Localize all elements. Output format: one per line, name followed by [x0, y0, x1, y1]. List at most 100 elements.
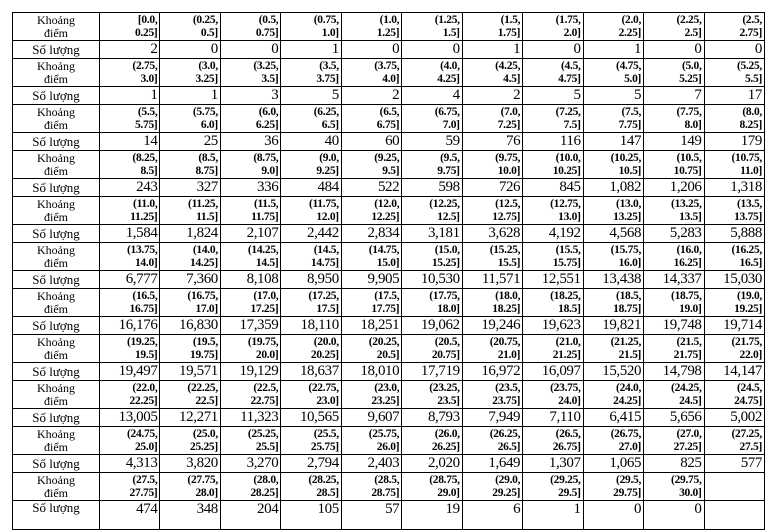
interval-cell: (29.5, 29.75] [582, 472, 645, 501]
count-cell: 1,065 [582, 454, 645, 473]
count-cell: 12,551 [522, 270, 584, 289]
count-cell: 6,777 [98, 270, 161, 289]
interval-cell: (23.25, 23.5] [401, 380, 463, 409]
count-cell: 18,110 [280, 316, 342, 335]
count-cell: 15,520 [582, 362, 645, 381]
count-cell: 12,271 [159, 408, 221, 427]
count-cell: 1,824 [159, 224, 221, 243]
interval-row: Khoảng điểm (8.25, 8.5] (8.5, 8.75] (8.75, … [12, 150, 766, 179]
interval-cell: (26.25, 26.5] [461, 426, 524, 455]
count-row: Số lượng 14 25 36 40 60 59 76 116 147 149 179 [12, 132, 766, 151]
count-cell: 16,972 [461, 362, 524, 381]
count-cell: 17 [703, 86, 766, 105]
count-cell: 522 [340, 178, 403, 197]
count-cell: 40 [280, 132, 342, 151]
interval-cell: (27.0, 27.25] [643, 426, 705, 455]
interval-cell: (12.25, 12.5] [401, 196, 463, 225]
count-cell: 4,192 [522, 224, 584, 243]
interval-row-label: Khoảng điểm [12, 12, 100, 41]
count-cell: 2,794 [280, 454, 342, 473]
interval-cell: (13.5, 13.75] [703, 196, 766, 225]
count-row-label: Số lượng [12, 408, 100, 427]
count-row: Số lượng 16,176 16,830 17,359 18,110 18,251 19… [12, 316, 766, 335]
interval-cell: (13.0, 13.25] [582, 196, 645, 225]
count-cell: 17,359 [219, 316, 282, 335]
interval-row-label: Khoảng điểm [12, 104, 100, 133]
count-row: Số lượng 13,005 12,271 11,323 10,565 9,607 8,7… [12, 408, 766, 427]
interval-cell: (21.25, 21.5] [582, 334, 645, 363]
interval-row: Khoảng điểm (22.0, 22.25] (22.25, 22.5] (22… [12, 380, 766, 409]
interval-cell: (13.75, 14.0] [98, 242, 161, 271]
count-cell: 5,656 [643, 408, 705, 427]
count-cell: 18,637 [280, 362, 342, 381]
interval-cell: (21.5, 21.75] [643, 334, 705, 363]
interval-cell: (5.0, 5.25] [643, 58, 705, 87]
interval-cell: (7.5, 7.75] [582, 104, 645, 133]
interval-cell: (23.5, 23.75] [461, 380, 524, 409]
interval-row-label: Khoảng điểm [12, 288, 100, 317]
interval-cell: (5.75, 6.0] [159, 104, 221, 133]
interval-cell: (28.75, 29.0] [401, 472, 463, 501]
count-cell: 204 [219, 500, 282, 530]
count-cell: 2,403 [340, 454, 403, 473]
interval-cell: (20.25, 20.5] [340, 334, 403, 363]
interval-row-label: Khoảng điểm [12, 334, 100, 363]
interval-cell [703, 472, 766, 501]
interval-cell: (11.25, 11.5] [159, 196, 221, 225]
count-cell: 19,062 [401, 316, 463, 335]
count-cell: 8,108 [219, 270, 282, 289]
count-cell: 1 [582, 40, 645, 59]
count-cell: 577 [703, 454, 766, 473]
interval-cell: (14.0, 14.25] [159, 242, 221, 271]
count-row-label: Số lượng [12, 86, 100, 105]
interval-cell: (7.25, 7.5] [522, 104, 584, 133]
count-cell: 19,821 [582, 316, 645, 335]
count-cell: 10,530 [401, 270, 463, 289]
interval-cell: (3.5, 3.75] [280, 58, 342, 87]
interval-cell: (28.5, 28.75] [340, 472, 403, 501]
interval-cell: (16.25, 16.5] [703, 242, 766, 271]
count-cell: 14,798 [643, 362, 705, 381]
interval-cell: (10.75, 11.0] [703, 150, 766, 179]
count-cell: 1,318 [703, 178, 766, 197]
count-cell: 1,584 [98, 224, 161, 243]
count-cell: 0 [219, 40, 282, 59]
interval-row-label: Khoảng điểm [12, 196, 100, 225]
interval-cell: (11.0, 11.25] [98, 196, 161, 225]
interval-cell: (24.75, 25.0] [98, 426, 161, 455]
count-cell: 1 [522, 500, 584, 530]
interval-cell: (4.5, 4.75] [522, 58, 584, 87]
count-row-label: Số lượng [12, 178, 100, 197]
interval-cell: (2.25, 2.5] [643, 12, 705, 41]
count-cell: 19,129 [219, 362, 282, 381]
interval-cell: (14.5, 14.75] [280, 242, 342, 271]
count-cell: 243 [98, 178, 161, 197]
interval-cell: (4.0, 4.25] [401, 58, 463, 87]
count-cell [703, 500, 766, 530]
count-cell: 19,623 [522, 316, 584, 335]
interval-cell: (18.5, 18.75] [582, 288, 645, 317]
interval-row: Khoảng điểm (5.5, 5.75] (5.75, 6.0] (6.0, 6… [12, 104, 766, 133]
count-cell: 4 [401, 86, 463, 105]
count-cell: 18,251 [340, 316, 403, 335]
count-cell: 2 [461, 86, 524, 105]
interval-cell: (17.75, 18.0] [401, 288, 463, 317]
interval-cell: (18.0, 18.25] [461, 288, 524, 317]
count-cell: 19 [401, 500, 463, 530]
count-row: Số lượng 4,313 3,820 3,270 2,794 2,403 2,020 1,… [12, 454, 766, 473]
interval-row: Khoảng điểm (13.75, 14.0] (14.0, 14.25] (14… [12, 242, 766, 271]
count-row-label: Số lượng [12, 316, 100, 335]
interval-cell: (10.0, 10.25] [522, 150, 584, 179]
interval-cell: (16.75, 17.0] [159, 288, 221, 317]
interval-cell: (11.5, 11.75] [219, 196, 282, 225]
count-row-label: Số lượng [12, 362, 100, 381]
count-cell: 13,005 [98, 408, 161, 427]
interval-cell: (8.25, 8.5] [98, 150, 161, 179]
interval-cell: (14.25, 14.5] [219, 242, 282, 271]
interval-cell: (19.0, 19.25] [703, 288, 766, 317]
interval-row: Khoảng điểm (24.75, 25.0] (25.0, 25.25] (25… [12, 426, 766, 455]
count-cell: 348 [159, 500, 221, 530]
interval-cell: (28.0, 28.25] [219, 472, 282, 501]
interval-cell: (3.75, 4.0] [340, 58, 403, 87]
interval-row-label: Khoảng điểm [12, 58, 100, 87]
